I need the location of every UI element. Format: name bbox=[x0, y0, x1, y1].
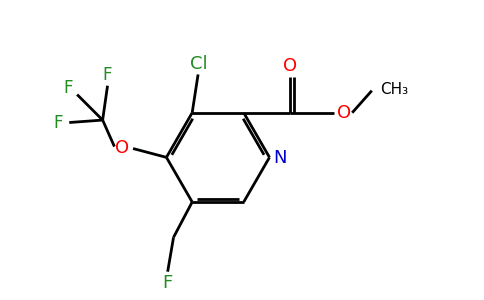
Text: O: O bbox=[337, 104, 351, 122]
Text: F: F bbox=[54, 113, 63, 131]
Text: N: N bbox=[273, 149, 287, 167]
Text: CH₃: CH₃ bbox=[380, 82, 408, 97]
Text: F: F bbox=[63, 79, 73, 97]
Text: O: O bbox=[115, 139, 129, 157]
Text: Cl: Cl bbox=[190, 55, 208, 73]
Text: F: F bbox=[103, 66, 112, 84]
Text: F: F bbox=[163, 274, 173, 292]
Text: O: O bbox=[283, 57, 297, 75]
